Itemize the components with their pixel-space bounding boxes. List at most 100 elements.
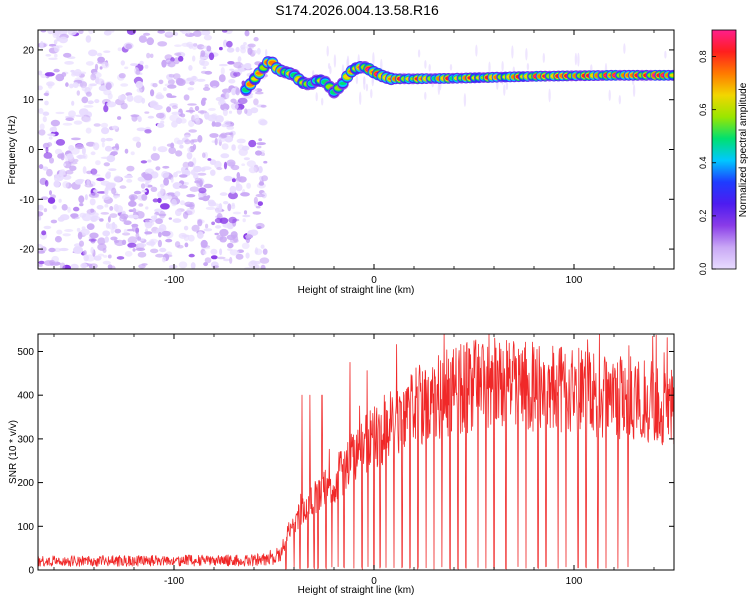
noise-blob <box>227 242 234 249</box>
noise-blob <box>249 229 259 236</box>
noise-blob <box>155 218 164 225</box>
noise-blob <box>59 262 66 269</box>
colorbar-ticks: 0.0 0.2 0.4 0.6 0.8 <box>698 50 716 275</box>
noise-blob <box>90 73 97 81</box>
noise-blob <box>171 120 178 128</box>
noise-blob <box>197 135 203 143</box>
noise-blob <box>167 84 177 89</box>
noise-blob <box>86 179 90 186</box>
noise-blob <box>90 217 98 222</box>
noise-blob <box>166 93 173 98</box>
noise-blob <box>130 114 140 118</box>
noise-blob <box>197 219 203 227</box>
noise-blob <box>103 50 111 53</box>
noise-blob <box>102 260 111 265</box>
noise-blob <box>111 187 117 195</box>
noise-blob <box>73 246 83 254</box>
noise-blob <box>244 63 252 70</box>
noise-blob <box>125 43 132 50</box>
noise-blob <box>127 236 138 245</box>
noise-blob <box>92 142 100 151</box>
noise-blob <box>157 30 166 34</box>
noise-blob <box>45 54 52 57</box>
noise-blob <box>43 225 52 230</box>
noise-blob <box>260 104 267 108</box>
noise-blob <box>90 208 95 213</box>
colorbar: 0.0 0.2 0.4 0.6 0.8 Normalized spectral ampl… <box>698 29 749 275</box>
noise-blob <box>210 248 218 255</box>
noise-blob <box>55 139 66 146</box>
noise-blob <box>126 94 134 102</box>
streak-mark <box>590 64 593 72</box>
noise-blob <box>103 89 112 96</box>
noise-blob <box>155 253 165 258</box>
noise-blob <box>252 211 262 215</box>
noise-blob <box>52 205 57 210</box>
noise-blob <box>110 236 118 241</box>
noise-blob <box>58 198 62 203</box>
noise-blob <box>38 129 46 136</box>
noise-blob <box>76 90 81 96</box>
noise-blob <box>90 168 98 175</box>
colorbar-tick-label: 0.2 <box>698 210 708 223</box>
noise-blob <box>147 115 155 119</box>
noise-blob <box>225 92 230 99</box>
noise-blob <box>70 147 80 155</box>
spectrogram-y-label: Frequency (Hz) <box>7 116 18 185</box>
noise-blob <box>158 79 164 85</box>
noise-blob <box>83 254 89 262</box>
noise-blob <box>159 187 164 196</box>
noise-blob <box>82 166 87 174</box>
noise-blob <box>161 59 167 68</box>
noise-blob <box>45 147 49 154</box>
noise-blob <box>163 177 170 186</box>
noise-blob <box>53 39 58 45</box>
noise-blob <box>146 37 154 46</box>
streak-mark <box>542 52 545 63</box>
noise-blob <box>200 30 211 36</box>
noise-blob <box>94 63 99 71</box>
noise-blob <box>220 132 228 139</box>
noise-blob <box>61 204 68 211</box>
noise-blob <box>114 228 122 234</box>
noise-blob <box>208 107 216 111</box>
noise-blob <box>103 162 111 167</box>
noise-blob <box>126 165 135 172</box>
noise-blob <box>51 126 57 133</box>
noise-blob <box>136 88 143 93</box>
noise-blob <box>44 180 49 187</box>
noise-blob <box>130 63 138 67</box>
noise-blob <box>235 253 244 260</box>
noise-blob <box>191 224 200 232</box>
noise-blob <box>140 183 146 189</box>
streak-mark <box>503 84 506 96</box>
noise-blob <box>69 165 77 171</box>
noise-blob <box>111 221 116 230</box>
noise-blob <box>204 257 212 264</box>
noise-blob <box>174 241 181 248</box>
noise-blob <box>233 61 243 69</box>
noise-blob <box>235 46 240 53</box>
noise-blob <box>43 92 49 97</box>
noise-blob <box>186 194 196 198</box>
x-tick-label: 100 <box>566 275 583 286</box>
snr-panel: -100 0 100 0 100 200 300 400 500 Height of stra… <box>8 333 675 596</box>
noise-blob <box>242 214 251 218</box>
noise-blob <box>176 78 186 86</box>
noise-blob <box>178 261 188 269</box>
noise-blob <box>62 181 69 189</box>
noise-blob <box>223 39 228 48</box>
noise-blob <box>49 157 54 164</box>
noise-blob <box>186 77 195 82</box>
noise-blob <box>192 55 196 62</box>
noise-blob <box>202 66 207 69</box>
noise-blob <box>194 105 200 111</box>
noise-blob <box>257 201 263 207</box>
noise-blob <box>56 45 63 48</box>
noise-blob <box>236 172 241 179</box>
noise-blob <box>201 97 207 102</box>
noise-blob <box>102 248 107 253</box>
noise-blob <box>127 242 137 248</box>
noise-blob <box>168 146 177 155</box>
noise-blob <box>100 122 109 128</box>
